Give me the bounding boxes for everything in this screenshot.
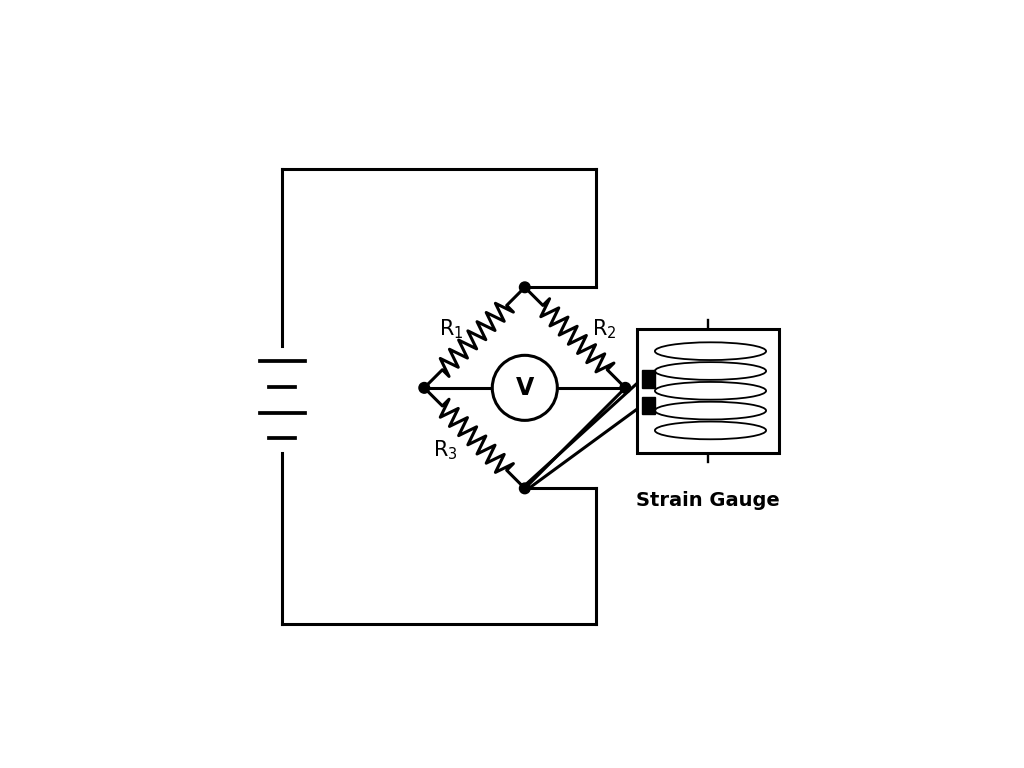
Bar: [637, 329, 779, 453]
Circle shape: [419, 382, 430, 393]
Text: V: V: [516, 376, 534, 400]
Circle shape: [620, 382, 631, 393]
Text: Strain Gauge: Strain Gauge: [636, 491, 780, 510]
Bar: [642, 397, 655, 415]
Bar: [642, 370, 655, 388]
Text: R$_2$: R$_2$: [592, 317, 616, 340]
Circle shape: [493, 356, 557, 420]
Circle shape: [519, 483, 530, 494]
Circle shape: [519, 282, 530, 293]
Text: R$_3$: R$_3$: [432, 438, 458, 462]
Text: R$_1$: R$_1$: [438, 317, 463, 340]
